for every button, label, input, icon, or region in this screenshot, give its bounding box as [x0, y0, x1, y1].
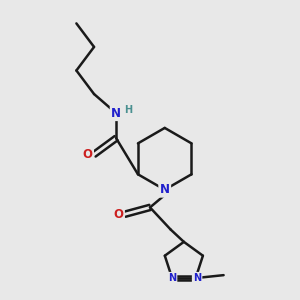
Text: N: N [160, 183, 170, 196]
Text: O: O [82, 148, 93, 161]
Text: H: H [124, 105, 133, 115]
Text: N: N [168, 273, 176, 283]
Text: O: O [113, 208, 124, 221]
Text: N: N [111, 107, 121, 120]
Text: N: N [193, 273, 201, 283]
